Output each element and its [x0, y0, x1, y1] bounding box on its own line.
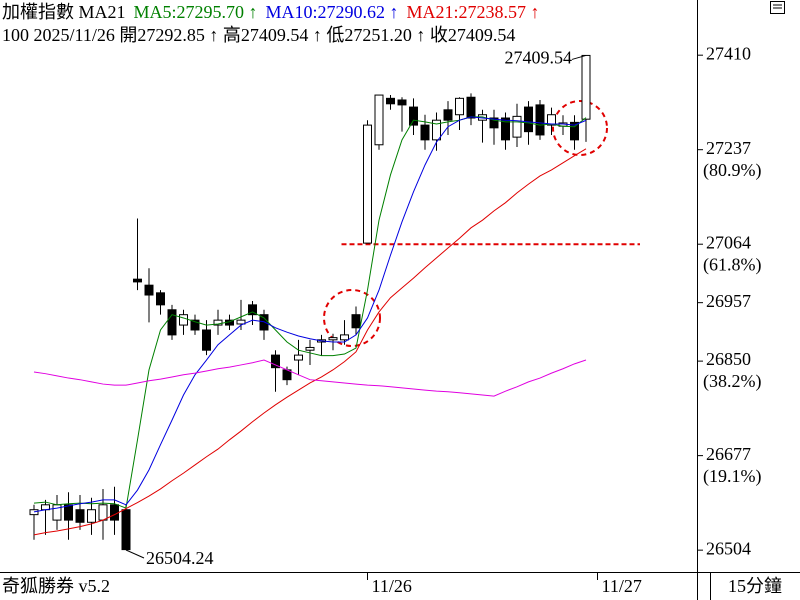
ma-line — [33, 116, 587, 513]
annotation: 26504.24 — [146, 548, 214, 568]
ma-line — [33, 148, 587, 536]
legend-entry: MA5:27295.70 ↑ — [134, 2, 258, 22]
fib-label: (38.2%) — [703, 371, 761, 392]
legend-entry: MA10:27290.62 ↑ — [266, 2, 399, 22]
highlight-circle — [323, 289, 381, 347]
candle-body — [294, 354, 303, 361]
candle-body — [64, 504, 73, 521]
candle-body — [363, 124, 372, 244]
candle-body — [432, 119, 441, 141]
y-tick-label: 27410 — [706, 43, 751, 63]
candle-body — [133, 278, 142, 283]
fib-label: (80.9%) — [703, 160, 761, 181]
candle-body — [420, 124, 430, 141]
fib-label: (19.1%) — [703, 466, 761, 487]
annotation: 27409.54 — [505, 48, 573, 68]
legend-entry: MA21:27238.57 ↑ — [407, 2, 540, 22]
candle-body — [179, 314, 188, 326]
candle-body — [466, 96, 476, 119]
x-tick-label: 11/26 — [372, 576, 412, 596]
candle-body — [271, 354, 280, 369]
candle-body — [455, 97, 464, 116]
y-tick-label: 26850 — [706, 349, 751, 369]
ma-line — [33, 359, 587, 397]
annotation-leader — [125, 549, 145, 559]
candle-body — [29, 509, 39, 516]
candle-body — [156, 292, 165, 306]
candle-body — [75, 509, 85, 523]
footer-left: 奇狐勝券 v5.2 — [2, 576, 110, 596]
y-tick-label: 27237 — [706, 138, 751, 158]
candle-body — [535, 104, 545, 136]
candle-body — [512, 115, 522, 138]
x-tick-label: 11/27 — [602, 576, 642, 596]
candle-body — [489, 117, 499, 129]
candle-body — [570, 121, 579, 141]
candle-body — [305, 346, 315, 351]
candle-body — [98, 504, 108, 521]
candle-body — [397, 99, 407, 106]
candle-body — [386, 97, 395, 105]
subtitle: 100 2025/11/26 開27292.85 ↑ 高27409.54 ↑ 低… — [2, 25, 515, 45]
candle-body — [340, 334, 349, 341]
chart-title: 加權指數 MA21 — [2, 2, 126, 22]
header: 加權指數 MA21 MA5:27295.70 ↑ MA10:27290.62 ↑ MA… — [2, 2, 540, 22]
candle-body — [236, 319, 246, 325]
candle-body — [351, 314, 361, 329]
candle-body — [144, 284, 154, 296]
annotation-leader — [571, 54, 587, 60]
candle-body — [581, 54, 591, 120]
y-tick-label: 26677 — [706, 444, 751, 464]
candle-body — [248, 304, 257, 316]
candle-body — [409, 106, 418, 126]
candle-body — [110, 504, 119, 521]
highlight-circle — [552, 100, 608, 156]
candle-body — [328, 337, 338, 341]
y-tick-label: 27064 — [706, 232, 751, 252]
y-tick-label: 26504 — [706, 538, 751, 558]
candle-body — [501, 117, 510, 141]
candle-body — [190, 319, 200, 331]
candle-body — [87, 509, 96, 523]
fib-label: (61.8%) — [703, 254, 761, 275]
candle-body — [374, 94, 384, 146]
candle-body — [213, 319, 223, 326]
candle-body — [167, 309, 177, 336]
candle-body — [547, 114, 556, 126]
candle-body — [121, 509, 131, 551]
y-tick-label: 26957 — [706, 291, 751, 311]
candle-body — [524, 106, 533, 133]
candle-body — [443, 109, 453, 121]
footer-right: 15分鐘 — [728, 576, 782, 596]
candle-body — [202, 329, 211, 351]
